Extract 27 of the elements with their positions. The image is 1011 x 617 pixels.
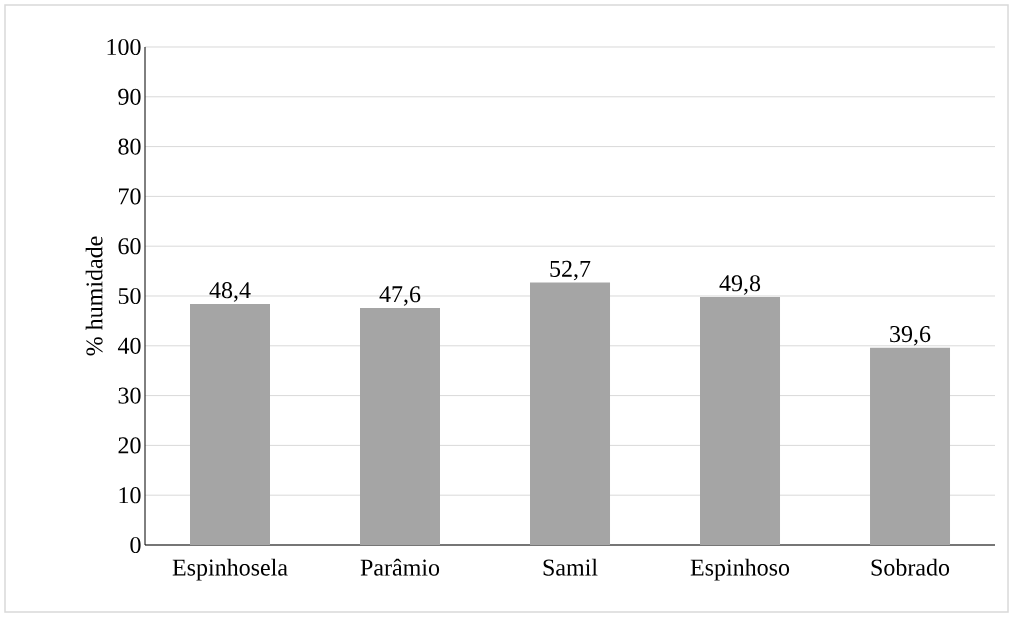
x-tick-label: Espinhosela: [172, 558, 288, 581]
y-tick-label: 80: [118, 138, 141, 155]
bar: [360, 307, 440, 545]
data-label: 49,8: [719, 275, 761, 295]
y-tick-label: 60: [118, 238, 141, 255]
x-tick-label: Sobrado: [871, 558, 950, 576]
y-tick-label: 70: [119, 188, 141, 205]
y-tick-label: 0: [130, 536, 141, 554]
x-tick-label: Samil: [543, 558, 598, 576]
y-tick-label: 100: [107, 38, 141, 56]
bar: [190, 303, 270, 545]
y-tick-label: 10: [119, 487, 141, 504]
bar: [700, 296, 781, 545]
bar: [530, 282, 611, 545]
data-label: 47,6: [379, 286, 421, 306]
y-tick-label: 20: [118, 437, 141, 454]
y-tick-label: 40: [117, 337, 141, 354]
bar: [870, 347, 951, 545]
data-label: 39,6: [890, 326, 931, 346]
y-tick-label: 90: [118, 88, 141, 105]
y-tick-label: 50: [118, 287, 141, 305]
x-tick-label: Parâmio: [360, 558, 440, 576]
y-tick-label: 30: [118, 387, 141, 404]
x-tick-label: Espinhoso: [690, 558, 790, 581]
y-axis-title: % humidade: [85, 236, 103, 356]
data-label: 52,7: [550, 260, 591, 281]
data-label: 48,4: [209, 282, 251, 302]
